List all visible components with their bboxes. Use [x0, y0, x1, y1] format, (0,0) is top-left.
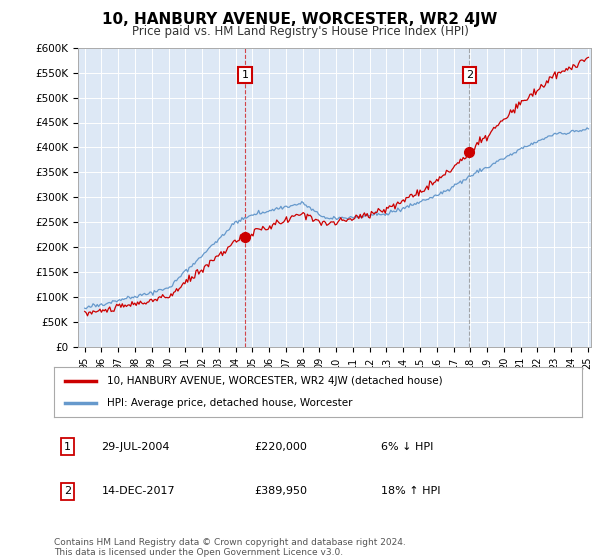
Text: HPI: Average price, detached house, Worcester: HPI: Average price, detached house, Worc…: [107, 398, 352, 408]
Text: 10, HANBURY AVENUE, WORCESTER, WR2 4JW: 10, HANBURY AVENUE, WORCESTER, WR2 4JW: [103, 12, 497, 27]
Text: £220,000: £220,000: [254, 442, 308, 451]
Text: 1: 1: [64, 442, 71, 451]
Text: 14-DEC-2017: 14-DEC-2017: [101, 487, 175, 496]
Text: 18% ↑ HPI: 18% ↑ HPI: [382, 487, 441, 496]
Text: 10, HANBURY AVENUE, WORCESTER, WR2 4JW (detached house): 10, HANBURY AVENUE, WORCESTER, WR2 4JW (…: [107, 376, 442, 386]
Text: 2: 2: [64, 487, 71, 496]
Text: Contains HM Land Registry data © Crown copyright and database right 2024.
This d: Contains HM Land Registry data © Crown c…: [54, 538, 406, 557]
Text: 6% ↓ HPI: 6% ↓ HPI: [382, 442, 434, 451]
Text: 2: 2: [466, 70, 473, 80]
Text: £389,950: £389,950: [254, 487, 308, 496]
Text: Price paid vs. HM Land Registry's House Price Index (HPI): Price paid vs. HM Land Registry's House …: [131, 25, 469, 38]
Text: 29-JUL-2004: 29-JUL-2004: [101, 442, 170, 451]
Text: 1: 1: [242, 70, 248, 80]
